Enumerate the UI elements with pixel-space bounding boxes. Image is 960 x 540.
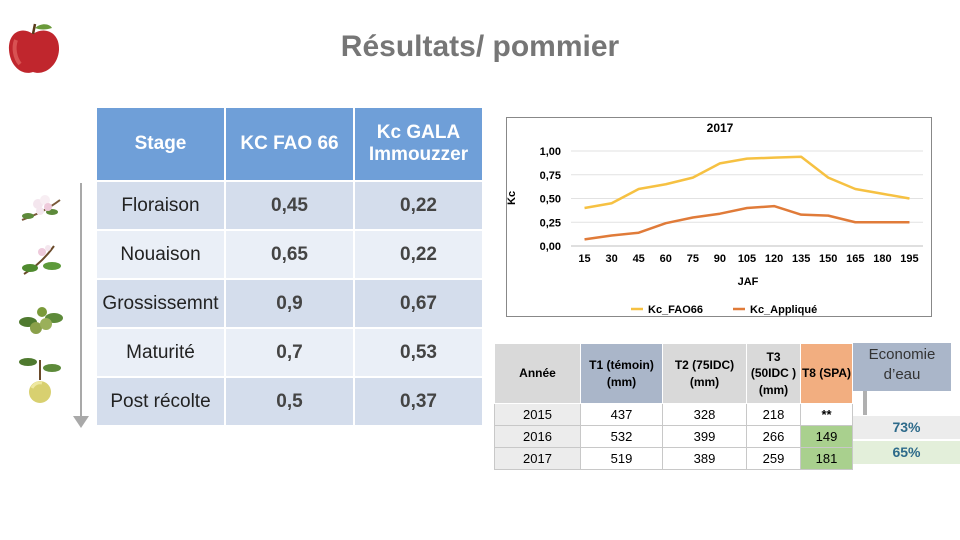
y-tick-label: 0,00: [540, 241, 561, 253]
legend-label: Kc_Appliqué: [750, 304, 817, 316]
table-row: Maturité 0,7 0,53: [97, 329, 482, 376]
y-tick-label: 1,00: [540, 146, 561, 158]
x-tick-label: 180: [873, 253, 891, 265]
apple-image: [8, 23, 60, 73]
page-title: Résultats/ pommier: [340, 30, 620, 63]
kc-gala-value: 0,37: [355, 378, 482, 425]
kc-gala-value: 0,22: [355, 231, 482, 278]
x-tick-label: 30: [605, 253, 617, 265]
x-tick-label: 60: [660, 253, 672, 265]
x-tick-label: 75: [687, 253, 699, 265]
fruit-growth-image: [19, 307, 63, 334]
t3-cell: 266: [746, 425, 801, 448]
header-t2: T2 (75IDC) (mm): [662, 343, 747, 404]
chart-title: 2017: [707, 121, 734, 135]
stage-kc-table: Stage KC FAO 66 Kc GALA Immouzzer Florai…: [95, 106, 484, 427]
x-tick-label: 15: [578, 253, 590, 265]
water-saving-2016: 73%: [853, 416, 960, 439]
kc-line-chart: 2017 0,00 0,25 0,50 0,75 1,00 15 30 45 60 75 90 10…: [506, 117, 932, 317]
header-annee: Année: [494, 343, 581, 404]
t3-cell: 218: [746, 403, 801, 426]
t1-cell: 437: [580, 403, 663, 426]
table-row: Nouaison 0,65 0,22: [97, 231, 482, 278]
t8-cell: **: [800, 403, 853, 426]
series-line-0: [584, 155, 910, 210]
x-tick-label: 150: [819, 253, 837, 265]
t1-cell: 519: [580, 447, 663, 470]
header-kc-gala: Kc GALA Immouzzer: [355, 108, 482, 180]
stage-arrow-line: [80, 183, 82, 420]
stage-name: Maturité: [97, 329, 224, 376]
kc-fao-value: 0,45: [226, 182, 353, 229]
kc-gala-value: 0,22: [355, 182, 482, 229]
t1-cell: 532: [580, 425, 663, 448]
kc-fao-value: 0,5: [226, 378, 353, 425]
legend-label: Kc_FAO66: [648, 304, 703, 316]
year-cell: 2015: [494, 403, 581, 426]
kc-gala-value: 0,53: [355, 329, 482, 376]
y-tick-label: 0,25: [540, 217, 561, 229]
t2-cell: 389: [662, 447, 747, 470]
stage-name: Post récolte: [97, 378, 224, 425]
year-cell: 2017: [494, 447, 581, 470]
stage-name: Grossissemnt: [97, 280, 224, 327]
water-saving-connector: [863, 391, 867, 415]
x-tick-label: 90: [714, 253, 726, 265]
table-row: 2015 437 328 218 **: [494, 403, 853, 426]
header-stage: Stage: [97, 108, 224, 180]
flower-image: [21, 195, 61, 221]
x-tick-label: 135: [792, 253, 810, 265]
year-cell: 2016: [494, 425, 581, 448]
kc-fao-value: 0,9: [226, 280, 353, 327]
stage-arrow-head: [73, 416, 89, 428]
table-row: Post récolte 0,5 0,37: [97, 378, 482, 425]
table-row: 2017 519 389 259 181: [494, 447, 853, 470]
stage-name: Nouaison: [97, 231, 224, 278]
water-saving-header: Economie d’eau: [853, 343, 951, 391]
table-row: 2016 532 399 266 149: [494, 425, 853, 448]
kc-gala-value: 0,67: [355, 280, 482, 327]
t2-cell: 399: [662, 425, 747, 448]
header-t8: T8 (SPA): [800, 343, 853, 404]
header-t1: T1 (témoin) (mm): [580, 343, 663, 404]
x-tick-label: 195: [900, 253, 918, 265]
stage-name: Floraison: [97, 182, 224, 229]
x-tick-label: 120: [765, 253, 783, 265]
ripe-apple-image: [19, 358, 61, 403]
y-tick-label: 0,50: [540, 194, 561, 206]
kc-fao-value: 0,65: [226, 231, 353, 278]
table-row: Floraison 0,45 0,22: [97, 182, 482, 229]
kc-fao-value: 0,7: [226, 329, 353, 376]
t8-cell: 181: [800, 447, 853, 470]
x-tick-label: 45: [633, 253, 645, 265]
x-axis-label: JAF: [738, 276, 759, 288]
header-kc-fao: KC FAO 66: [226, 108, 353, 180]
table-row: Grossissemnt 0,9 0,67: [97, 280, 482, 327]
t8-cell: 149: [800, 425, 853, 448]
fruit-set-image: [22, 245, 61, 275]
x-tick-label: 165: [846, 253, 864, 265]
x-tick-label: 105: [738, 253, 756, 265]
header-t3: T3 (50IDC ) (mm): [746, 343, 801, 404]
t3-cell: 259: [746, 447, 801, 470]
y-axis-label: Kc: [507, 191, 518, 205]
y-tick-label: 0,75: [540, 170, 561, 182]
chart-canvas: 2017 0,00 0,25 0,50 0,75 1,00 15 30 45 60 75 90 10…: [506, 121, 923, 316]
water-saving-2017: 65%: [853, 441, 960, 464]
t2-cell: 328: [662, 403, 747, 426]
irrigation-results-table: Année T1 (témoin) (mm) T2 (75IDC) (mm) T…: [494, 343, 853, 470]
